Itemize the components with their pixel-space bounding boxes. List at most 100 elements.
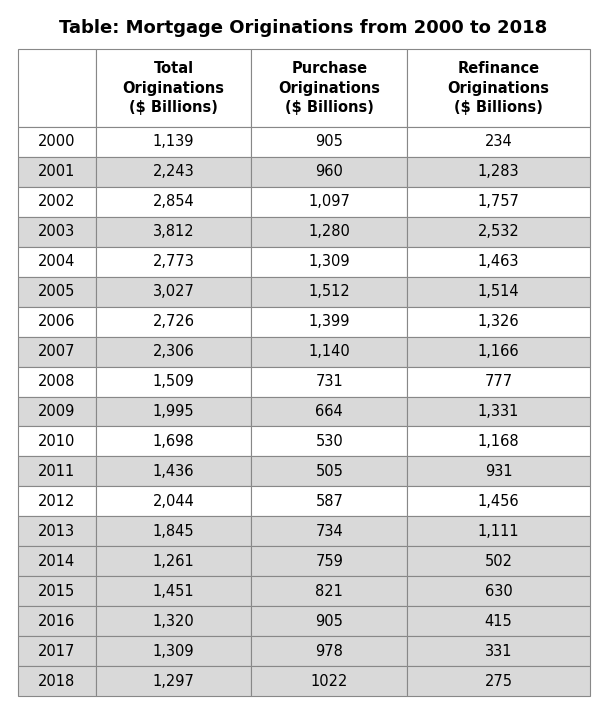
Bar xyxy=(407,606,590,636)
Text: 415: 415 xyxy=(485,614,512,629)
Bar xyxy=(251,396,407,427)
Text: 1,139: 1,139 xyxy=(153,134,194,149)
Text: Total
Originations
($ Billions): Total Originations ($ Billions) xyxy=(123,61,225,115)
Text: 2013: 2013 xyxy=(38,524,75,539)
Bar xyxy=(407,427,590,456)
Bar xyxy=(18,49,95,127)
Text: 1,451: 1,451 xyxy=(153,584,194,598)
Text: 2008: 2008 xyxy=(38,374,75,389)
Bar xyxy=(407,486,590,516)
Text: 2002: 2002 xyxy=(38,194,75,209)
Text: 1,326: 1,326 xyxy=(478,314,520,329)
Bar xyxy=(18,127,95,157)
Bar xyxy=(95,396,251,427)
Bar xyxy=(18,456,95,486)
Text: Purchase
Originations
($ Billions): Purchase Originations ($ Billions) xyxy=(279,61,381,115)
Text: 2000: 2000 xyxy=(38,134,75,149)
Bar xyxy=(251,636,407,666)
Bar xyxy=(18,546,95,576)
Bar xyxy=(95,187,251,217)
Text: 2012: 2012 xyxy=(38,494,75,509)
Text: 960: 960 xyxy=(316,165,343,180)
Text: 2009: 2009 xyxy=(38,404,75,419)
Bar xyxy=(95,217,251,247)
Bar xyxy=(18,367,95,396)
Bar xyxy=(251,516,407,546)
Bar xyxy=(407,636,590,666)
Text: 530: 530 xyxy=(316,434,343,449)
Text: 2010: 2010 xyxy=(38,434,75,449)
Text: 630: 630 xyxy=(485,584,512,598)
Bar xyxy=(407,247,590,277)
Text: 1,512: 1,512 xyxy=(308,284,350,299)
Text: 978: 978 xyxy=(316,643,343,658)
Text: 1,514: 1,514 xyxy=(478,284,520,299)
Bar xyxy=(95,157,251,187)
Text: 1,845: 1,845 xyxy=(153,524,194,539)
Bar xyxy=(18,157,95,187)
Text: 664: 664 xyxy=(316,404,343,419)
Bar xyxy=(95,576,251,606)
Bar xyxy=(407,367,590,396)
Bar xyxy=(251,456,407,486)
Bar xyxy=(407,157,590,187)
Bar xyxy=(251,576,407,606)
Text: 777: 777 xyxy=(484,374,513,389)
Text: 275: 275 xyxy=(484,674,512,689)
Text: 2018: 2018 xyxy=(38,674,75,689)
Bar xyxy=(251,486,407,516)
Bar xyxy=(95,427,251,456)
Text: 2,044: 2,044 xyxy=(152,494,194,509)
Text: 505: 505 xyxy=(316,464,343,479)
Text: 2015: 2015 xyxy=(38,584,75,598)
Text: 731: 731 xyxy=(316,374,343,389)
Text: 905: 905 xyxy=(316,614,343,629)
Text: 2005: 2005 xyxy=(38,284,75,299)
Text: 2,854: 2,854 xyxy=(152,194,194,209)
Bar xyxy=(95,277,251,307)
Bar xyxy=(95,367,251,396)
Bar xyxy=(18,277,95,307)
Text: 1,509: 1,509 xyxy=(152,374,194,389)
Text: 1,097: 1,097 xyxy=(308,194,350,209)
Text: 905: 905 xyxy=(316,134,343,149)
Bar xyxy=(95,337,251,367)
Bar xyxy=(95,307,251,337)
Bar xyxy=(95,456,251,486)
Text: 2014: 2014 xyxy=(38,554,75,569)
Bar xyxy=(407,217,590,247)
Bar xyxy=(95,606,251,636)
Bar xyxy=(251,427,407,456)
Bar xyxy=(18,307,95,337)
Bar xyxy=(251,337,407,367)
Text: 759: 759 xyxy=(316,554,343,569)
Text: 587: 587 xyxy=(316,494,343,509)
Text: 1,297: 1,297 xyxy=(152,674,194,689)
Text: 3,027: 3,027 xyxy=(152,284,194,299)
Bar xyxy=(18,486,95,516)
Text: 931: 931 xyxy=(485,464,512,479)
Bar xyxy=(407,396,590,427)
Bar xyxy=(407,666,590,696)
Bar xyxy=(407,337,590,367)
Bar xyxy=(18,187,95,217)
Text: 1022: 1022 xyxy=(311,674,348,689)
Text: 1,463: 1,463 xyxy=(478,254,520,269)
Text: 1,280: 1,280 xyxy=(308,225,350,239)
Text: 1,261: 1,261 xyxy=(152,554,194,569)
Text: 1,309: 1,309 xyxy=(308,254,350,269)
Bar xyxy=(251,606,407,636)
Bar xyxy=(251,666,407,696)
Text: 2001: 2001 xyxy=(38,165,75,180)
Text: 734: 734 xyxy=(316,524,343,539)
Bar xyxy=(407,277,590,307)
Bar xyxy=(407,307,590,337)
Bar xyxy=(407,49,590,127)
Text: 1,320: 1,320 xyxy=(152,614,194,629)
Bar xyxy=(95,486,251,516)
Text: 2017: 2017 xyxy=(38,643,75,658)
Text: 2016: 2016 xyxy=(38,614,75,629)
Text: 1,309: 1,309 xyxy=(153,643,194,658)
Text: 2,773: 2,773 xyxy=(152,254,194,269)
Bar xyxy=(18,516,95,546)
